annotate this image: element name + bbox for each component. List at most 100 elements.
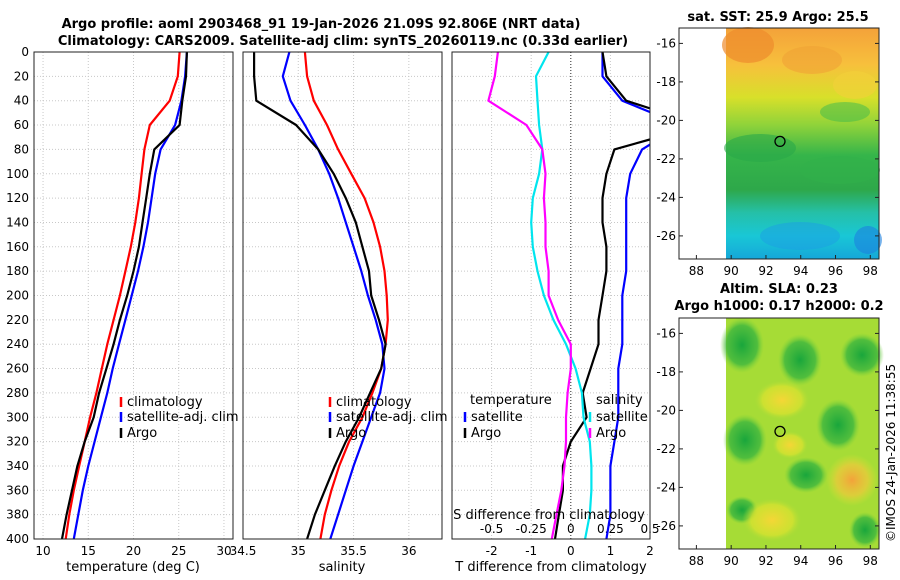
y-tick-label: 120 <box>6 191 29 205</box>
sst-warm-patch <box>782 46 842 74</box>
map-y-tick-label: -26 <box>656 229 676 243</box>
argo-location-marker <box>774 425 786 438</box>
y-tick-label: 100 <box>6 167 29 181</box>
sla-low-patch <box>849 512 881 548</box>
figure-title-line2: Climatology: CARS2009. Satellite-adj cli… <box>58 34 628 49</box>
temperature-legend: climatology satellite-adj. clim Argo <box>119 395 239 441</box>
y-tick-label: 200 <box>6 289 29 303</box>
map-y-tick-label: -20 <box>656 113 676 127</box>
map-y-tick-label: -18 <box>656 365 676 379</box>
sst-map-axes: 88 90 92 94 96 98 -16 -18 -20 -22 -24 -26 <box>656 36 879 278</box>
panel-frame <box>451 51 651 540</box>
map-y-tick-label: -24 <box>656 190 676 204</box>
series-line-temperature-satellite <box>601 52 650 539</box>
y-tick-label: 380 <box>6 508 29 522</box>
map-y-tick-label: -18 <box>656 75 676 89</box>
legend-title-temperature: temperature <box>470 393 552 408</box>
difference-legend-temperature: temperature satellite Argo <box>463 393 552 441</box>
legend-label-s-argo: Argo <box>596 426 626 441</box>
map-x-tick-label: 92 <box>758 264 773 278</box>
y-tick-label: 360 <box>6 483 29 497</box>
y-tick-label: 400 <box>6 532 29 546</box>
series-line-satellite-adj-clim <box>281 52 386 539</box>
y-tick-label: 140 <box>6 215 29 229</box>
x-tick-label: 10 <box>35 544 50 558</box>
series-line-salinity-argo <box>487 52 572 539</box>
sst-cool-patch <box>820 102 870 122</box>
legend-label-satellite: satellite-adj. clim <box>127 410 239 425</box>
x2-tick-label: -0.5 <box>480 522 503 536</box>
series-line-salinity-satellite <box>530 52 593 539</box>
x-tick-label: 35 <box>291 544 306 558</box>
t-difference-x-axis-label: T difference from climatology <box>454 560 647 575</box>
figure-title-line1: Argo profile: aoml 2903468_91 19-Jan-202… <box>62 17 581 32</box>
y-tick-label: 0 <box>21 45 29 59</box>
map-y-tick-label: -22 <box>656 152 676 166</box>
map-x-tick-label: 92 <box>758 554 773 568</box>
map-y-tick-label: -24 <box>656 480 676 494</box>
series-line-climatology <box>303 52 389 539</box>
map-x-tick-label: 96 <box>828 554 843 568</box>
legend-title-salinity: salinity <box>596 393 643 408</box>
y-tick-label: 180 <box>6 264 29 278</box>
salinity-profile-panel: 34.5 35 35.5 36 <box>230 51 443 558</box>
map-x-tick-label: 94 <box>793 554 808 568</box>
y-tick-label: 80 <box>14 142 29 156</box>
sla-low-patch <box>840 333 884 377</box>
sst-warm-patch <box>833 71 877 99</box>
imos-timestamp-watermark: ©IMOS 24-Jan-2026 11:38:55 <box>884 364 898 542</box>
x-tick-label: 1 <box>607 544 615 558</box>
panel-frame <box>33 51 234 540</box>
sst-map <box>678 27 882 260</box>
map-y-tick-label: -16 <box>656 326 676 340</box>
sla-high-patch <box>742 498 802 542</box>
sla-map-axes: 88 90 92 94 96 98 -16 -18 -20 -22 -24 -26 <box>656 326 879 568</box>
sla-no-data-region <box>679 318 726 549</box>
map-x-tick-label: 98 <box>863 554 878 568</box>
y-tick-label: 160 <box>6 240 29 254</box>
series-line-argo <box>253 52 387 539</box>
legend-label-t-satellite: satellite <box>471 410 523 425</box>
x-tick-label: 20 <box>126 544 141 558</box>
y-tick-label: 240 <box>6 337 29 351</box>
sla-map-title-line1: Altim. SLA: 0.23 <box>720 282 838 297</box>
difference-legend-salinity: salinity satellite Argo <box>588 393 648 441</box>
x-tick-label: 0 <box>567 544 575 558</box>
legend-label-argo: Argo <box>127 426 157 441</box>
map-y-tick-label: -22 <box>656 442 676 456</box>
sla-high-patch <box>754 380 810 420</box>
argo-location-marker <box>774 135 786 148</box>
difference-profile-panel: -2 -1 0 1 2-0.5 -0.25 0 0.25 0.5 <box>451 51 660 558</box>
series-line-climatology <box>64 52 181 539</box>
sla-map <box>678 317 884 550</box>
y-tick-label: 300 <box>6 410 29 424</box>
sst-cold-patch <box>854 226 882 254</box>
legend-label-argo: Argo <box>336 426 366 441</box>
x2-tick-label: -0.25 <box>516 522 547 536</box>
panel-frame <box>242 51 443 540</box>
sla-high-patch <box>826 454 878 506</box>
sla-low-patch <box>778 334 822 386</box>
legend-label-satellite: satellite-adj. clim <box>336 410 448 425</box>
map-y-tick-label: -20 <box>656 403 676 417</box>
series-line-argo <box>60 52 188 539</box>
map-x-tick-label: 98 <box>863 264 878 278</box>
sla-map-frame <box>678 317 880 550</box>
salinity-x-axis-label: salinity <box>319 560 366 575</box>
x-tick-label: 36 <box>401 544 416 558</box>
y-tick-label: 340 <box>6 459 29 473</box>
y-tick-label: 20 <box>14 69 29 83</box>
sst-cool-patch <box>724 134 796 162</box>
x-tick-label: 25 <box>171 544 186 558</box>
y-tick-label: 320 <box>6 435 29 449</box>
map-x-tick-label: 96 <box>828 264 843 278</box>
y-tick-label: 40 <box>14 94 29 108</box>
legend-label-climatology: climatology <box>127 395 203 410</box>
x-tick-label: 34.5 <box>230 544 257 558</box>
x2-tick-label: 0 <box>567 522 575 536</box>
legend-label-t-argo: Argo <box>471 426 501 441</box>
sla-low-patch <box>720 317 764 373</box>
x-tick-label: -2 <box>486 544 498 558</box>
y-tick-label: 260 <box>6 362 29 376</box>
x2-tick-label: 0.25 <box>597 522 624 536</box>
